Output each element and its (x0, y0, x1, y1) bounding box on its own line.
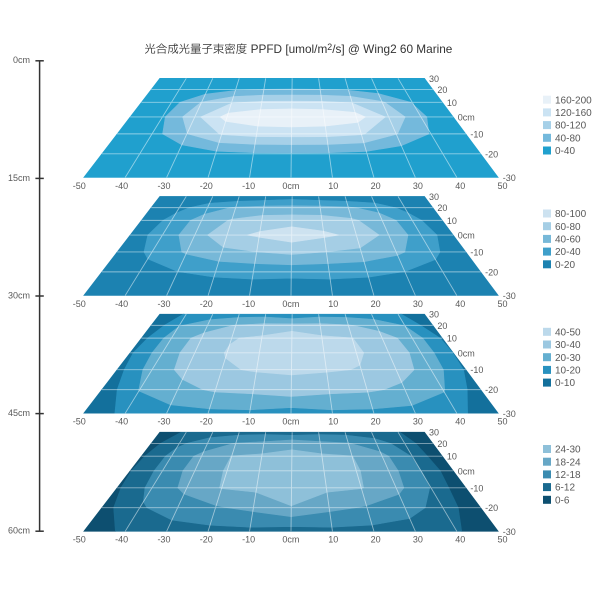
svg-text:30-40: 30-40 (555, 340, 581, 351)
svg-text:10: 10 (328, 299, 338, 309)
svg-text:-10: -10 (470, 483, 483, 493)
svg-text:10-20: 10-20 (555, 366, 581, 377)
svg-text:0-20: 0-20 (555, 260, 575, 271)
svg-text:30: 30 (429, 428, 439, 438)
svg-text:20: 20 (437, 85, 447, 95)
svg-text:30: 30 (429, 192, 439, 202)
svg-text:45cm: 45cm (8, 408, 30, 418)
svg-text:-50: -50 (73, 417, 86, 427)
svg-text:0cm: 0cm (282, 535, 299, 545)
svg-text:40: 40 (455, 535, 465, 545)
svg-text:120-160: 120-160 (555, 108, 592, 119)
svg-text:20: 20 (371, 535, 381, 545)
svg-text:50: 50 (498, 417, 508, 427)
svg-text:-30: -30 (157, 535, 170, 545)
svg-text:-10: -10 (242, 535, 255, 545)
svg-text:-40: -40 (115, 299, 128, 309)
svg-text:-10: -10 (242, 299, 255, 309)
svg-text:10: 10 (328, 181, 338, 191)
svg-text:-20: -20 (200, 535, 213, 545)
svg-text:80-120: 80-120 (555, 121, 587, 132)
svg-text:20-40: 20-40 (555, 247, 581, 258)
svg-text:-20: -20 (200, 181, 213, 191)
svg-text:30: 30 (429, 74, 439, 84)
svg-text:0cm: 0cm (458, 348, 475, 358)
svg-text:0cm: 0cm (458, 112, 475, 122)
svg-text:40: 40 (455, 417, 465, 427)
svg-text:-30: -30 (157, 299, 170, 309)
svg-text:-20: -20 (485, 149, 498, 159)
svg-text:0cm: 0cm (13, 55, 30, 65)
svg-text:10: 10 (447, 98, 457, 108)
svg-text:0-40: 0-40 (555, 146, 575, 157)
svg-text:30: 30 (413, 417, 423, 427)
svg-text:50: 50 (498, 181, 508, 191)
svg-text:20: 20 (371, 181, 381, 191)
svg-text:12-18: 12-18 (555, 470, 581, 481)
svg-text:0cm: 0cm (282, 417, 299, 427)
svg-text:-10: -10 (470, 365, 483, 375)
svg-text:18-24: 18-24 (555, 457, 581, 468)
svg-text:-30: -30 (157, 181, 170, 191)
svg-text:40-60: 40-60 (555, 235, 581, 246)
svg-text:40: 40 (455, 299, 465, 309)
svg-text:10: 10 (447, 216, 457, 226)
svg-text:-40: -40 (115, 181, 128, 191)
svg-text:-10: -10 (242, 181, 255, 191)
svg-text:10: 10 (328, 417, 338, 427)
svg-text:-10: -10 (242, 417, 255, 427)
svg-text:PPFD [umol/m2/s] @ Wing2 60 Ma: PPFD [umol/m2/s] @ Wing2 60 Marine (251, 42, 453, 56)
svg-text:-30: -30 (503, 527, 516, 537)
svg-text:20: 20 (371, 299, 381, 309)
svg-text:-20: -20 (485, 385, 498, 395)
svg-text:50: 50 (498, 299, 508, 309)
svg-text:10: 10 (328, 535, 338, 545)
svg-text:24-30: 24-30 (555, 445, 581, 456)
svg-text:60cm: 60cm (8, 526, 30, 536)
svg-text:-30: -30 (503, 409, 516, 419)
svg-text:20: 20 (437, 203, 447, 213)
svg-text:60-80: 60-80 (555, 222, 581, 233)
svg-text:40: 40 (455, 181, 465, 191)
svg-text:0-10: 0-10 (555, 378, 575, 389)
svg-text:0cm: 0cm (282, 299, 299, 309)
svg-text:-20: -20 (485, 503, 498, 513)
svg-text:-20: -20 (200, 417, 213, 427)
svg-text:0cm: 0cm (458, 466, 475, 476)
svg-text:-10: -10 (470, 129, 483, 139)
svg-text:-30: -30 (503, 173, 516, 183)
svg-text:-20: -20 (200, 299, 213, 309)
svg-text:20: 20 (371, 417, 381, 427)
svg-text:-20: -20 (485, 267, 498, 277)
svg-text:40-50: 40-50 (555, 327, 581, 338)
svg-text:30: 30 (413, 299, 423, 309)
svg-text:50: 50 (498, 535, 508, 545)
svg-text:-50: -50 (73, 535, 86, 545)
svg-text:0-6: 0-6 (555, 495, 570, 506)
svg-text:-50: -50 (73, 299, 86, 309)
svg-text:-10: -10 (470, 247, 483, 257)
svg-text:30: 30 (413, 181, 423, 191)
svg-text:20-30: 20-30 (555, 353, 581, 364)
svg-text:15cm: 15cm (8, 173, 30, 183)
svg-text:160-200: 160-200 (555, 95, 592, 106)
svg-text:30: 30 (429, 310, 439, 320)
svg-text:80-100: 80-100 (555, 209, 587, 220)
svg-text:30cm: 30cm (8, 290, 30, 300)
svg-text:-30: -30 (503, 291, 516, 301)
svg-text:20: 20 (437, 321, 447, 331)
svg-text:40-80: 40-80 (555, 133, 581, 144)
svg-text:-40: -40 (115, 535, 128, 545)
svg-text:10: 10 (447, 334, 457, 344)
svg-text:30: 30 (413, 535, 423, 545)
svg-text:20: 20 (437, 439, 447, 449)
svg-text:0cm: 0cm (282, 181, 299, 191)
svg-text:-30: -30 (157, 417, 170, 427)
svg-text:0cm: 0cm (458, 231, 475, 241)
svg-text:-40: -40 (115, 417, 128, 427)
svg-text:10: 10 (447, 452, 457, 462)
svg-text:6-12: 6-12 (555, 483, 575, 494)
svg-text:-50: -50 (73, 181, 86, 191)
